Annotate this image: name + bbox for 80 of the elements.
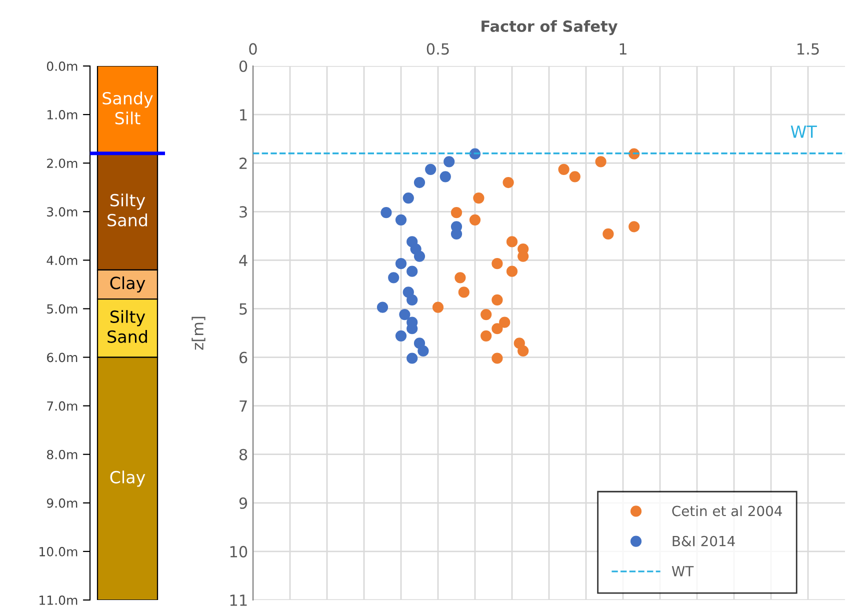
point bbox=[395, 214, 407, 226]
point bbox=[444, 156, 455, 168]
point bbox=[492, 294, 503, 306]
y-tick-label: 11.0m bbox=[40, 595, 78, 605]
x-tick-label: 1 bbox=[620, 43, 626, 54]
point bbox=[514, 338, 525, 349]
y-tick-label: 1 bbox=[240, 109, 247, 120]
y-tick-label: 6.0m bbox=[47, 352, 78, 362]
y-tick-label: 8 bbox=[239, 448, 248, 460]
y-tick-label: 0.0m bbox=[46, 61, 78, 71]
text: WT bbox=[790, 126, 817, 138]
legend-label: B&I 2014 bbox=[672, 536, 735, 546]
y-tick-label: 6 bbox=[239, 352, 248, 364]
y-tick-label: 10 bbox=[230, 546, 248, 558]
point bbox=[458, 286, 470, 298]
point bbox=[406, 266, 418, 277]
point bbox=[492, 258, 503, 270]
x-axis-title: Factor of Safety bbox=[482, 20, 618, 36]
point bbox=[380, 207, 392, 218]
y-tick-label: 4.0m bbox=[46, 256, 78, 266]
x-tick-label: 0.5 bbox=[426, 43, 449, 55]
y-tick-label: 5 bbox=[240, 303, 247, 315]
point bbox=[432, 302, 444, 313]
point bbox=[376, 302, 388, 313]
point bbox=[506, 236, 518, 248]
x-tick-label: 0 bbox=[249, 43, 257, 55]
point bbox=[450, 207, 462, 218]
y-tick-label: 9 bbox=[239, 497, 248, 509]
y-tick-label: 8.0m bbox=[46, 450, 78, 460]
point bbox=[518, 345, 529, 357]
y-tick-label: 2.0m bbox=[47, 158, 78, 168]
point bbox=[502, 176, 514, 188]
point bbox=[414, 250, 426, 262]
point bbox=[569, 171, 580, 182]
point bbox=[506, 266, 518, 277]
point bbox=[602, 228, 614, 240]
y-tick-label: 9.0m bbox=[46, 498, 78, 508]
point bbox=[414, 176, 426, 188]
point bbox=[492, 323, 503, 334]
point bbox=[406, 294, 418, 306]
point bbox=[628, 221, 640, 232]
point bbox=[492, 352, 503, 364]
y-tick-label: 3.0m bbox=[47, 207, 78, 217]
point bbox=[473, 192, 484, 204]
series-label: Sandy Silt bbox=[102, 92, 153, 124]
point bbox=[454, 272, 466, 284]
point bbox=[418, 345, 429, 357]
point bbox=[595, 156, 606, 168]
point bbox=[402, 192, 414, 204]
y-axis-title: z[m] bbox=[192, 316, 206, 350]
point bbox=[480, 308, 492, 320]
point bbox=[406, 352, 418, 364]
point bbox=[425, 164, 436, 175]
y-tick-label: 11 bbox=[230, 594, 247, 606]
y-tick-label: 10.0m bbox=[40, 546, 78, 556]
y-tick-label: 5.0m bbox=[47, 304, 78, 314]
legend-label: Cetin et al 2004 bbox=[672, 506, 782, 516]
point bbox=[469, 214, 481, 226]
point bbox=[499, 316, 510, 328]
y-tick-label: 7 bbox=[240, 400, 247, 412]
y-tick-label: 0 bbox=[239, 60, 248, 72]
y-tick-label: 3 bbox=[240, 206, 247, 218]
y-tick-label: 7.0m bbox=[47, 401, 78, 411]
point bbox=[395, 258, 407, 270]
series-label: Clay bbox=[110, 276, 146, 293]
point bbox=[558, 164, 570, 175]
point bbox=[395, 330, 407, 342]
y-tick-label: 1.0m bbox=[48, 110, 78, 120]
series-label: Silty Sand bbox=[108, 310, 147, 343]
point bbox=[440, 171, 451, 182]
legend-label: WT bbox=[672, 566, 694, 576]
y-tick-label: 2 bbox=[240, 158, 247, 169]
point bbox=[399, 308, 410, 320]
series-label: Clay bbox=[110, 470, 146, 487]
y-tick-label: 4 bbox=[239, 254, 248, 266]
series-label: Silty Sand bbox=[108, 194, 147, 226]
bar bbox=[96, 66, 158, 154]
x-tick-label: 1.5 bbox=[798, 43, 819, 55]
point bbox=[480, 330, 492, 342]
point bbox=[388, 272, 400, 284]
